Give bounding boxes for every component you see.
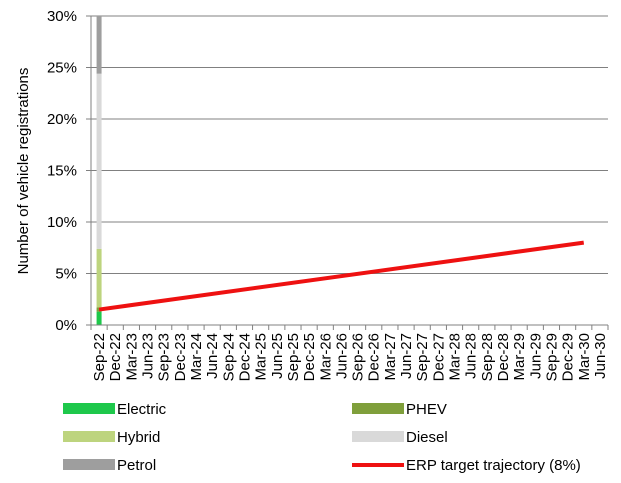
x-tick-label: Dec-22 (107, 333, 124, 381)
legend-item: Diesel (352, 429, 448, 446)
bar-electric-sep-22 (96, 311, 102, 325)
y-axis-title: Number of vehicle registrations (15, 68, 32, 275)
x-tick-label: Dec-27 (430, 333, 447, 381)
y-tick-label: 0% (55, 317, 77, 334)
x-tick-label: Mar-24 (188, 333, 205, 381)
x-tick-label: Jun-29 (527, 333, 544, 379)
y-tick-label: 20% (47, 111, 77, 128)
x-tick-label: Dec-26 (366, 333, 383, 381)
legend-item: ERP target trajectory (8%) (352, 457, 581, 474)
x-tick-label: Dec-25 (301, 333, 318, 381)
x-tick-label: Jun-25 (269, 333, 286, 379)
x-tick-label: Sep-26 (350, 333, 367, 381)
legend-label: Hybrid (117, 429, 160, 446)
x-tick-label: Mar-28 (447, 333, 464, 381)
legend-item: Petrol (63, 457, 156, 474)
x-tick-label: Jun-23 (140, 333, 157, 379)
legend-label: Diesel (406, 429, 448, 446)
y-tick-labels: 0% 5% 10% 15% 20% 25% 30% (47, 8, 77, 334)
x-tick-label: Sep-22 (91, 333, 108, 381)
x-tick-label: Jun-28 (463, 333, 480, 379)
y-tick-label: 15% (47, 163, 77, 180)
y-tick-label: 10% (47, 214, 77, 231)
x-tick-label: Jun-24 (204, 333, 221, 379)
gridlines (91, 15, 608, 274)
x-tick-label: Mar-26 (317, 333, 334, 381)
legend-item: PHEV (352, 401, 447, 418)
x-tick-labels: Sep-22 Dec-22 Mar-23 Jun-23 Sep-23 Dec-23 Mar-… (91, 333, 609, 381)
legend-swatch (63, 403, 115, 414)
erp-target-line (98, 240, 585, 312)
x-tick-label: Jun-27 (398, 333, 415, 379)
bar-hybrid-sep-22 (96, 248, 102, 308)
bar-diesel-sep-22 (96, 73, 102, 249)
legend-label: ERP target trajectory (8%) (406, 457, 581, 474)
legend-label: PHEV (406, 401, 447, 418)
x-tick-label: Sep-24 (220, 333, 237, 381)
x-tick-label: Mar-25 (253, 333, 270, 381)
x-tick-label: Sep-27 (414, 333, 431, 381)
axes (86, 15, 609, 330)
bar-petrol-sep-22 (96, 16, 102, 74)
y-tick-label: 30% (47, 8, 77, 25)
x-tick-label: Jun-26 (333, 333, 350, 379)
y-tick-label: 5% (55, 266, 77, 283)
x-tick-label: Dec-28 (495, 333, 512, 381)
legend-label: Petrol (117, 457, 156, 474)
x-tick-label: Sep-23 (156, 333, 173, 381)
legend-swatch (63, 459, 115, 470)
x-tick-label: Sep-28 (479, 333, 496, 381)
legend-swatch (352, 403, 404, 414)
legend-item: Hybrid (63, 429, 160, 446)
x-tick-label: Dec-23 (172, 333, 189, 381)
x-tick-label: Mar-23 (123, 333, 140, 381)
x-tick-label: Sep-25 (285, 333, 302, 381)
x-tick-label: Mar-27 (382, 333, 399, 381)
x-tick-label: Mar-29 (511, 333, 528, 381)
x-tick-label: Sep-29 (543, 333, 560, 381)
legend: Electric PHEV Hybrid Diesel Petrol ERP target… (63, 401, 581, 474)
x-tick-label: Jun-30 (592, 333, 609, 379)
target-line (98, 240, 585, 312)
legend-swatch (352, 431, 404, 442)
legend-swatch (63, 431, 115, 442)
x-tick-label: Mar-30 (576, 333, 593, 381)
x-tick-label: Dec-29 (560, 333, 577, 381)
y-tick-label: 25% (47, 60, 77, 77)
bars (96, 16, 102, 325)
legend-item: Electric (63, 401, 167, 418)
legend-label: Electric (117, 401, 167, 418)
x-tick-label: Dec-24 (236, 333, 253, 381)
